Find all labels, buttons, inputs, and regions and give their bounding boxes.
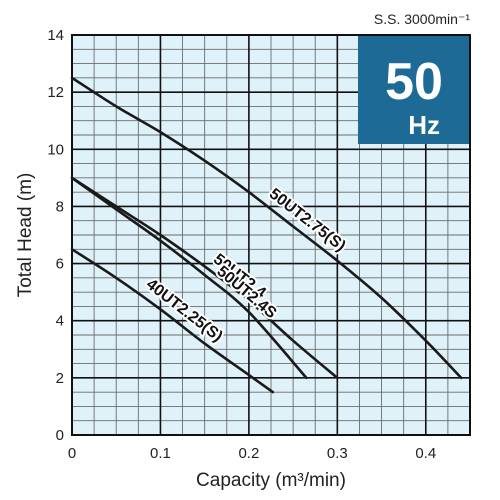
badge-unit: Hz bbox=[408, 110, 440, 140]
y-tick-label: 2 bbox=[56, 370, 64, 387]
x-axis-title: Capacity (m³/min) bbox=[196, 470, 346, 491]
y-tick-label: 14 bbox=[47, 27, 64, 44]
badge-box bbox=[358, 36, 469, 144]
frequency-badge: 50 Hz bbox=[358, 36, 469, 144]
pump-curve-line bbox=[70, 76, 463, 380]
y-tick-labels: 0 2 4 6 8 10 12 14 bbox=[47, 27, 64, 444]
plot-frame bbox=[71, 34, 471, 436]
speed-note: S.S. 3000min⁻¹ bbox=[374, 11, 470, 27]
pump-curve-line bbox=[70, 176, 339, 380]
y-tick-label: 0 bbox=[56, 427, 64, 444]
y-tick-label: 12 bbox=[47, 84, 64, 101]
x-tick-labels: 0 0.1 0.2 0.3 0.4 bbox=[68, 445, 436, 462]
x-tick-label: 0.2 bbox=[238, 445, 259, 462]
minor-grid bbox=[72, 35, 470, 435]
x-tick-label: 0.4 bbox=[415, 445, 436, 462]
x-tick-label: 0 bbox=[68, 445, 76, 462]
y-tick-label: 4 bbox=[56, 313, 64, 330]
x-tick-label: 0.1 bbox=[150, 445, 171, 462]
y-tick-label: 6 bbox=[56, 256, 64, 273]
pump-curve-line bbox=[70, 248, 275, 394]
pump-curve-line bbox=[70, 176, 308, 380]
y-tick-label: 10 bbox=[47, 141, 64, 158]
badge-value: 50 bbox=[385, 53, 443, 111]
y-axis-title: Total Head (m) bbox=[15, 173, 36, 298]
pump-curves bbox=[70, 76, 463, 394]
y-tick-label: 8 bbox=[56, 198, 64, 215]
x-tick-label: 0.3 bbox=[327, 445, 348, 462]
